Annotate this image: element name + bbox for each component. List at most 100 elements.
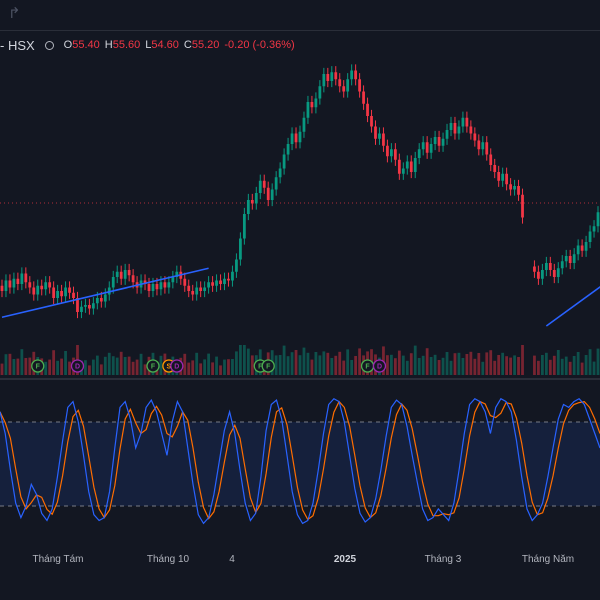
candle-body — [76, 298, 79, 312]
volume-bar — [449, 360, 453, 375]
event-marker-label: F — [36, 364, 41, 371]
volume-bar — [88, 365, 91, 375]
low-value: 54.60 — [151, 39, 179, 51]
candle-body — [270, 189, 274, 200]
candle-body — [294, 133, 298, 143]
candle-body — [28, 282, 32, 288]
volume-bar — [12, 359, 16, 375]
volume-bar — [445, 352, 449, 375]
event-marker-label: F — [365, 364, 370, 371]
volume-bar — [191, 360, 195, 375]
volume-bar — [544, 352, 548, 375]
volume-bar — [115, 357, 119, 375]
stoch-band-fill — [0, 422, 600, 506]
candle-body — [509, 184, 512, 190]
candle-body — [445, 130, 449, 139]
symbol-label[interactable]: - HSX — [0, 37, 35, 53]
volume-bar — [99, 364, 103, 375]
candle-body — [250, 200, 254, 204]
candle-body — [346, 79, 350, 92]
candle-body — [36, 285, 40, 295]
candle-body — [425, 142, 429, 153]
trendlines[interactable] — [1, 260, 600, 327]
candle-body — [99, 298, 103, 302]
candle-body — [103, 294, 107, 302]
volume-bar — [20, 349, 24, 375]
candle-body — [48, 282, 52, 288]
candle-body — [493, 165, 497, 172]
candle-body — [171, 277, 175, 283]
candle-body — [537, 271, 540, 279]
volume-bar — [246, 348, 250, 375]
candle-body — [274, 177, 278, 190]
volume-bar — [294, 350, 298, 375]
candle-body — [330, 72, 334, 81]
candle-body — [195, 287, 199, 295]
candle-body — [342, 86, 346, 92]
candle-body — [203, 287, 207, 291]
volume-bar — [413, 345, 417, 375]
candle-body — [278, 168, 282, 178]
x-tick-4: 4 — [229, 554, 235, 565]
event-marker-dividend: D — [372, 359, 387, 373]
candle-body — [298, 131, 302, 143]
volume-bar — [473, 358, 477, 375]
volume-bar — [568, 361, 572, 375]
volume-bar — [397, 350, 401, 375]
volume-bar — [501, 352, 505, 375]
volume-bar — [441, 357, 445, 375]
volume-bar — [60, 358, 63, 375]
candle-body — [564, 256, 568, 262]
volume-bar — [576, 352, 580, 375]
volume-bar — [505, 356, 509, 375]
candle-body — [441, 138, 445, 146]
candle-body — [95, 298, 99, 304]
candle-body — [580, 245, 584, 251]
candle-body — [552, 270, 556, 277]
volume-bar — [0, 363, 4, 375]
candle-body — [8, 280, 12, 288]
volume-bar — [421, 355, 425, 375]
event-marker-financial: F — [31, 359, 45, 373]
volume-bar — [227, 359, 230, 375]
volume-bar — [143, 364, 147, 375]
volume-bar — [433, 354, 437, 375]
candle-body — [477, 140, 481, 150]
event-marker-circle — [31, 359, 45, 373]
candle-body — [322, 74, 326, 87]
candle-body — [417, 149, 421, 158]
event-marker-circle — [70, 359, 85, 373]
candle-body — [521, 194, 524, 218]
candle-body — [72, 292, 75, 298]
stoch-d-line — [0, 400, 600, 521]
volume-bar — [239, 345, 242, 375]
candle-body — [449, 123, 453, 130]
candle-body — [481, 142, 485, 150]
candle-body — [52, 287, 56, 298]
event-marker-circle — [146, 359, 160, 373]
volume-bar — [417, 358, 421, 375]
candle-body — [183, 278, 187, 286]
redo-arrow-icon[interactable]: ↱ — [8, 5, 21, 22]
candle-body — [0, 285, 4, 291]
candle-body — [540, 270, 544, 279]
candle-body — [362, 91, 365, 104]
candle-body — [127, 270, 131, 276]
candle-body — [548, 263, 552, 270]
volume-bar — [485, 352, 489, 375]
candle-body — [350, 70, 354, 80]
x-tick-2025: 2025 — [334, 554, 357, 565]
candle-body — [143, 280, 147, 284]
close-label: C — [183, 39, 192, 51]
candle-body — [310, 102, 314, 108]
volume-bar — [44, 361, 48, 375]
volume-bar — [28, 357, 32, 375]
stoch-k-line — [0, 397, 600, 525]
volume-bar — [282, 345, 286, 375]
volume-bar — [4, 354, 8, 375]
event-marker-label: D — [377, 364, 382, 371]
volume-bar — [91, 359, 95, 375]
volume-bar — [556, 350, 560, 375]
